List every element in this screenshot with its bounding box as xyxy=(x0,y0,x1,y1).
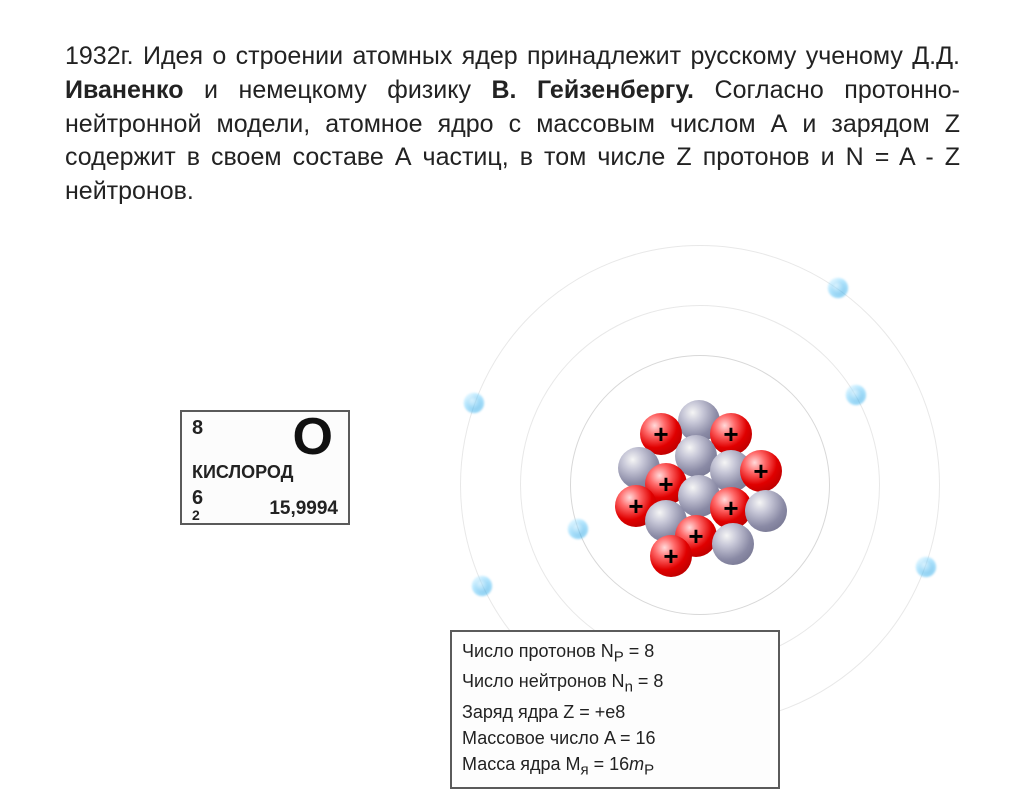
scientist-1: Иваненко xyxy=(65,76,183,104)
main-paragraph: 1932г. Идея о строении атомных ядер прин… xyxy=(65,40,960,209)
charge-line: Заряд ядра Z = +e8 xyxy=(462,699,768,725)
atomic-number: 8 xyxy=(192,417,203,440)
neutron xyxy=(745,490,787,532)
text-part-2: и немецкому физику xyxy=(183,76,491,104)
mass-number-line: Массовое число A = 16 xyxy=(462,725,768,751)
isotope-count-2: 2 xyxy=(192,507,200,523)
neutron-count-line: Число нейтронов Nn = 8 xyxy=(462,668,768,698)
proton-count-line: Число протонов NP = 8 xyxy=(462,638,768,668)
nucleus-mass-line: Масса ядра Мя = 16mP xyxy=(462,751,768,781)
diagram-area: ++++++++ 8 O КИСЛОРОД 6 2 15,9994 Число … xyxy=(0,300,1024,760)
proton: + xyxy=(740,450,782,492)
element-symbol: O xyxy=(293,407,333,467)
proton: + xyxy=(650,535,692,577)
properties-box: Число протонов NP = 8 Число нейтронов Nn… xyxy=(450,630,780,789)
electron xyxy=(828,278,848,298)
atomic-mass: 15,9994 xyxy=(269,498,338,520)
periodic-element-box: 8 O КИСЛОРОД 6 2 15,9994 xyxy=(180,410,350,525)
proton: + xyxy=(710,413,752,455)
neutron xyxy=(712,523,754,565)
scientist-2: В. Гейзенбергу. xyxy=(491,76,694,104)
nucleus: ++++++++ xyxy=(610,395,790,575)
electron xyxy=(846,385,866,405)
electron xyxy=(916,557,936,577)
text-part-1: 1932г. Идея о строении атомных ядер прин… xyxy=(65,42,960,70)
element-name: КИСЛОРОД xyxy=(192,462,293,483)
